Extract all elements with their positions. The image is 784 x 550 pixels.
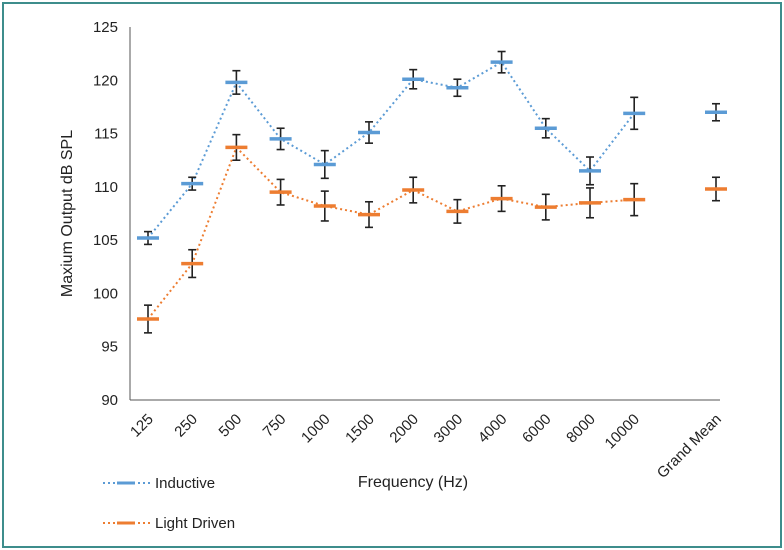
legend: Inductive Light Driven <box>103 475 235 532</box>
y-tick-labels: 90 95 100 105 110 115 120 125 <box>93 19 118 409</box>
y-tick-label: 95 <box>101 339 118 356</box>
axes <box>129 27 720 401</box>
x-tick-label: 4000 <box>475 411 511 447</box>
series-lines <box>147 60 635 320</box>
y-tick-label: 105 <box>93 232 118 249</box>
x-axis-title: Frequency (Hz) <box>358 474 468 491</box>
legend-item-light-driven: Light Driven <box>103 515 235 532</box>
y-tick-label: 120 <box>93 72 118 89</box>
x-tick-label: 6000 <box>519 411 555 447</box>
y-tick-label: 125 <box>93 19 118 36</box>
legend-item-inductive: Inductive <box>103 475 215 492</box>
y-tick-label: 100 <box>93 285 118 302</box>
error-bars <box>144 50 720 334</box>
series-line-inductive <box>147 60 635 239</box>
x-tick-labels: 125 250 500 750 1000 1500 2000 3000 4000 6000 8000… <box>127 411 725 482</box>
x-tick-label: 2000 <box>386 411 422 447</box>
y-axis-title: Maxium Output dB SPL <box>59 130 76 297</box>
x-tick-label: 250 <box>171 411 201 441</box>
y-tick-label: 110 <box>94 179 118 196</box>
legend-label-light-driven: Light Driven <box>155 515 235 532</box>
x-tick-label: 1500 <box>342 411 378 447</box>
x-tick-label: 750 <box>260 411 290 441</box>
y-tick-label: 90 <box>101 392 118 409</box>
x-tick-label: Grand Mean <box>654 411 725 482</box>
x-tick-label: 8000 <box>563 411 599 447</box>
data-markers <box>137 60 727 321</box>
x-tick-label: 125 <box>127 411 157 441</box>
legend-label-inductive: Inductive <box>155 475 215 492</box>
y-tick-label: 115 <box>94 126 118 143</box>
x-tick-label: 1000 <box>298 411 334 447</box>
series-line-light-driven <box>147 145 635 320</box>
x-tick-label: 500 <box>216 411 246 441</box>
x-tick-label: 3000 <box>431 411 467 447</box>
x-tick-label: 10000 <box>602 411 644 453</box>
